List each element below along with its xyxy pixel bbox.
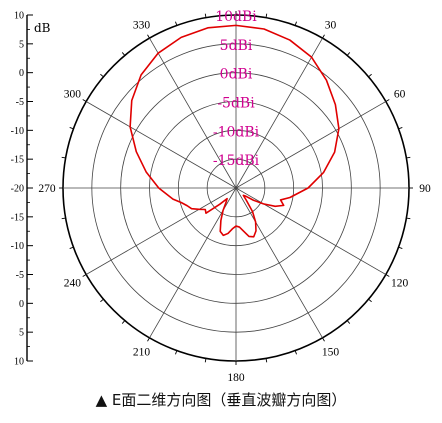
- angle-label-30: 30: [325, 19, 337, 31]
- angle-label-150: 150: [322, 347, 340, 359]
- outer-tick: [147, 337, 150, 342]
- outer-tick: [204, 13, 207, 18]
- outer-tick: [69, 246, 74, 249]
- angle-label-120: 120: [391, 278, 409, 290]
- outer-tick: [368, 73, 372, 78]
- outer-tick: [100, 73, 104, 78]
- grid-spoke: [149, 37, 237, 189]
- outer-tick: [322, 34, 325, 39]
- outer-tick: [398, 127, 403, 130]
- ring-label: 10dBi: [215, 9, 257, 25]
- outer-tick: [322, 337, 325, 342]
- scale-tick-label: 5: [19, 39, 24, 50]
- scale-tick-label: -5: [16, 270, 24, 281]
- outer-tick: [121, 52, 126, 56]
- grid-spoke: [235, 187, 323, 339]
- outer-tick: [69, 127, 74, 130]
- outer-tick: [265, 13, 268, 18]
- angle-label-240: 240: [64, 278, 82, 290]
- ring-label: -15dBi: [213, 153, 260, 169]
- outer-tick: [385, 99, 390, 102]
- outer-tick: [82, 274, 87, 277]
- ring-labels: 10dBi 5dBi 0dBi -5dBi -10dBi -15dBi: [213, 9, 260, 169]
- angle-label-330: 330: [133, 19, 151, 31]
- scale-tick-label: 0: [19, 299, 24, 310]
- outer-tick: [100, 298, 104, 303]
- angle-label-210: 210: [133, 347, 151, 359]
- outer-tick: [204, 358, 207, 363]
- db-scale-axis: 10 5 0 -5 -10 -15 -20 -15 -10 -5 0 5 10: [11, 11, 33, 368]
- polar-chart: 10 5 0 -5 -10 -15 -20 -15 -10 -5 0 5 10 30 60 90 120 150…: [11, 9, 431, 384]
- outer-tick: [82, 99, 87, 102]
- ring-label: 0dBi: [220, 67, 253, 83]
- outer-tick: [368, 298, 372, 303]
- grid-spoke: [235, 187, 387, 275]
- ring-label: 5dBi: [220, 38, 253, 54]
- scale-tick-label: -15: [11, 212, 24, 223]
- angle-label-60: 60: [394, 89, 406, 101]
- angle-label-270: 270: [38, 183, 56, 195]
- scale-tick-label: -10: [11, 241, 24, 252]
- outer-tick: [294, 21, 297, 26]
- outer-tick: [406, 156, 411, 159]
- ring-label: -10dBi: [213, 124, 260, 140]
- scale-tick-label: -5: [16, 97, 24, 108]
- outer-tick: [294, 350, 297, 355]
- angle-label-300: 300: [64, 89, 82, 101]
- pattern-series: [129, 24, 340, 238]
- outer-tick: [61, 217, 66, 220]
- grid-spoke: [85, 101, 237, 189]
- angle-label-180: 180: [227, 372, 245, 384]
- scale-tick-label: -20: [11, 184, 24, 195]
- scale-tick-label: 0: [19, 68, 24, 79]
- scale-tick-label: 10: [14, 11, 24, 22]
- grid-spoke: [235, 101, 387, 189]
- unit-label: dB: [34, 21, 51, 35]
- outer-tick: [346, 320, 351, 324]
- grid-spoke: [235, 37, 323, 189]
- scale-tick-label: -10: [11, 126, 24, 137]
- outer-tick: [385, 274, 390, 277]
- grid-spoke: [149, 187, 237, 339]
- outer-tick: [346, 52, 351, 56]
- polar-grid: [59, 11, 413, 365]
- outer-tick: [265, 358, 268, 363]
- figure-caption: ▲ E面二维方向图（垂直波瓣方向图）: [95, 391, 347, 409]
- scale-tick-label: -15: [11, 155, 24, 166]
- outer-tick: [406, 217, 411, 220]
- ring-label: -5dBi: [217, 96, 255, 112]
- outer-tick: [175, 350, 178, 355]
- pattern-curve: [129, 24, 340, 238]
- grid-spoke: [85, 187, 237, 275]
- angle-labels: 30 60 90 120 150 180 210 240 270 300 330: [38, 19, 431, 384]
- scale-tick-label: 5: [19, 328, 24, 339]
- angle-label-90: 90: [419, 183, 431, 195]
- outer-tick: [147, 34, 150, 39]
- outer-tick: [61, 156, 66, 159]
- outer-tick: [398, 246, 403, 249]
- scale-tick-label: 10: [14, 357, 24, 368]
- outer-tick: [121, 320, 126, 324]
- outer-tick: [175, 21, 178, 26]
